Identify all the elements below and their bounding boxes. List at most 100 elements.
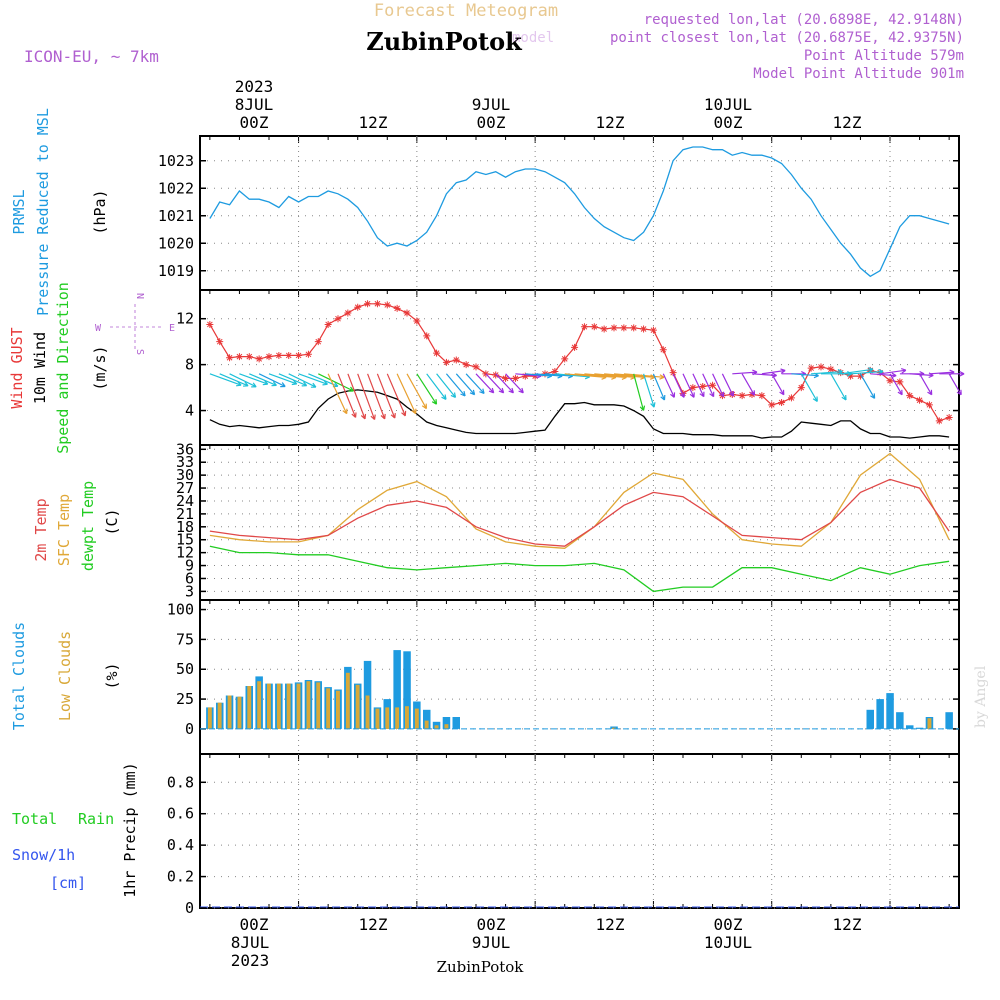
- gust-marker: [738, 392, 746, 400]
- gust-marker: [334, 315, 342, 323]
- y-tick-label-1: 6: [185, 569, 194, 587]
- gust-marker: [235, 353, 243, 361]
- precip-total-label: Total: [12, 810, 57, 828]
- wind-arrow: [219, 373, 249, 387]
- wind-arrow: [741, 373, 756, 396]
- wind-arrow: [386, 373, 407, 417]
- gust-marker: [778, 399, 786, 407]
- bottom-place: ZubinPotok: [437, 958, 525, 976]
- y-tick-label-1: 8: [185, 356, 194, 374]
- top-tick-0: 00Z: [240, 113, 269, 132]
- gust-marker: [442, 358, 450, 366]
- low-cloud-bar: [405, 706, 409, 729]
- gust-marker: [393, 304, 401, 312]
- precip-y-ticks: 0 0.2 0.4 0.6 0.8: [167, 773, 959, 917]
- wind-arrow: [633, 373, 646, 411]
- y-tick-label-4: 1023: [158, 152, 194, 170]
- bottom-tick-5: 12Z: [833, 915, 862, 934]
- wind-panel: 4 8 12 Wind GUST 10m Wind Speed and Direct…: [8, 282, 965, 454]
- gust-marker: [659, 346, 667, 354]
- low-cloud-bar: [385, 707, 390, 729]
- wind-arrow: [318, 373, 354, 392]
- gust-marker: [571, 343, 579, 351]
- wind-arrow: [830, 373, 847, 401]
- gust-marker: [580, 323, 588, 331]
- wind-arrow: [485, 373, 505, 394]
- precip-axis-label: 1hr Precip (mm): [121, 762, 139, 897]
- total-cloud-bar: [363, 660, 372, 729]
- gust-marker: [413, 317, 421, 325]
- bottom-tick-4: 00Z: [714, 915, 743, 934]
- gust-marker: [925, 401, 933, 409]
- t2m-label: 2m Temp: [32, 498, 50, 561]
- bottom-tick-2: 00Z: [477, 915, 506, 934]
- low-cloud-bar: [217, 702, 222, 729]
- place-title: ZubinPotok: [366, 27, 523, 56]
- low-cloud-bar: [927, 718, 932, 729]
- wind-arrow: [367, 373, 386, 420]
- wind-arrow: [357, 373, 376, 421]
- gust-marker: [314, 338, 322, 346]
- low-cloud-bar: [414, 708, 419, 729]
- low-cloud-bar: [296, 683, 301, 729]
- total-clouds-label: Total Clouds: [10, 622, 28, 730]
- wind-arrow: [505, 373, 524, 394]
- gust-marker: [551, 368, 559, 376]
- temp-frame: [199, 444, 960, 601]
- gust-marker: [896, 378, 904, 386]
- pressure-name-label: PRMSL: [10, 189, 28, 234]
- low-cloud-bar: [257, 681, 262, 729]
- total-cloud-bar: [945, 712, 953, 729]
- wind10-line: [209, 389, 950, 439]
- gust-marker: [383, 301, 391, 309]
- low-cloud-bar: [326, 688, 331, 729]
- low-cloud-bar: [375, 708, 380, 729]
- y-tick-label-0: 4: [185, 402, 194, 420]
- wind-arrow: [278, 373, 308, 387]
- y-tick-label-4: 100: [167, 601, 194, 619]
- closest-prefix: model: [512, 30, 554, 46]
- model-label: ICON-EU, ~ 7km: [24, 47, 159, 66]
- low-cloud-bar: [336, 690, 340, 729]
- wind-arrow: [889, 373, 903, 396]
- y-tick-label-10: 33: [176, 453, 194, 471]
- gust-markers: [206, 300, 953, 425]
- gust-marker: [502, 374, 510, 382]
- gust-marker: [866, 366, 874, 374]
- wind-frame: [199, 289, 960, 446]
- wind-arrow: [249, 373, 277, 387]
- compass-south: S: [134, 349, 145, 355]
- wind-arrow: [327, 373, 348, 415]
- gust-marker: [807, 364, 815, 372]
- low-cloud-bar: [444, 724, 449, 729]
- gust-marker: [856, 372, 864, 380]
- gust-marker: [709, 381, 717, 389]
- gust-marker: [817, 363, 825, 371]
- y-tick-label-5: 18: [176, 518, 194, 536]
- gust-label: Wind GUST: [8, 327, 26, 408]
- precip-snow-label: Snow/1h: [12, 846, 75, 864]
- top-tick-2: 00Z: [477, 113, 506, 132]
- y-tick-label-1: 1020: [158, 234, 194, 252]
- wind-arrow: [475, 373, 495, 394]
- gust-marker: [758, 392, 766, 400]
- gust-marker: [482, 370, 490, 378]
- y-tick-label-3: 1022: [158, 179, 194, 197]
- y-tick-label-0: 3: [185, 582, 194, 600]
- y-tick-label-1: 0.2: [167, 868, 194, 886]
- low-cloud-bar: [355, 684, 360, 729]
- wind-arrow: [761, 368, 786, 375]
- low-cloud-bar: [345, 672, 350, 729]
- gust-marker: [275, 351, 283, 359]
- gust-marker: [226, 354, 234, 362]
- gust-marker: [304, 350, 312, 358]
- gust-marker: [364, 300, 372, 308]
- bottom-year: 2023: [231, 951, 270, 970]
- y-tick-label-9: 30: [176, 466, 194, 484]
- gust-marker: [827, 365, 835, 373]
- gust-marker: [216, 338, 224, 346]
- wind-arrow: [337, 373, 357, 418]
- wind-arrow: [258, 373, 286, 388]
- gust-marker: [679, 389, 687, 397]
